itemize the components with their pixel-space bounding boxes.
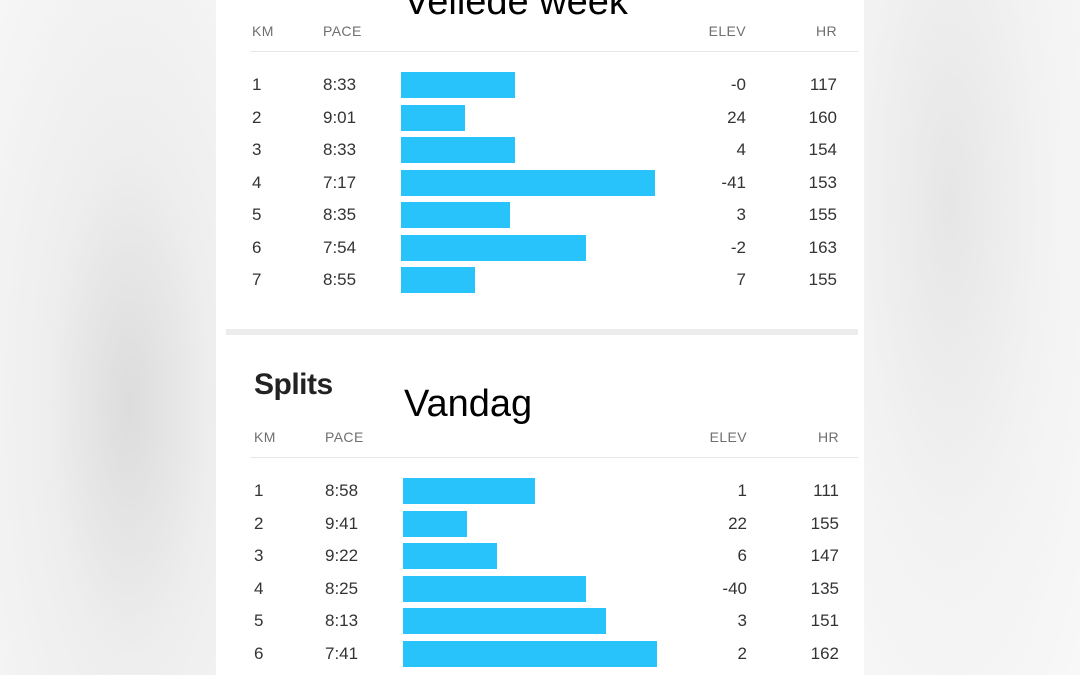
split-hr: 151 — [810, 611, 839, 630]
split-hr: 135 — [810, 578, 839, 598]
split-pace-bar — [403, 478, 535, 504]
split-pace-bar — [403, 575, 586, 602]
header-divider — [250, 51, 858, 52]
caption-last-week: Vellede week — [404, 0, 628, 23]
split-elev: 24 — [727, 107, 746, 127]
split-hr: 160 — [808, 107, 837, 127]
split-pace: 8:35 — [323, 205, 357, 224]
split-km: 5 — [252, 205, 262, 224]
split-pace: 8:13 — [325, 611, 359, 630]
split-pace-bar — [403, 543, 497, 569]
split-pace-bar — [401, 104, 465, 131]
split-pace-bar — [403, 608, 606, 634]
split-km: 4 — [252, 172, 262, 192]
split-elev: -2 — [730, 237, 746, 257]
split-elev: 7 — [736, 270, 746, 289]
split-elev: 3 — [736, 205, 746, 224]
split-pace: 8:25 — [325, 578, 359, 598]
split-km: 1 — [252, 75, 262, 94]
split-elev: 3 — [737, 611, 747, 630]
split-pace-bar — [401, 234, 586, 261]
header-hr: HR — [815, 23, 837, 39]
header-divider — [250, 457, 858, 458]
section-divider — [226, 329, 858, 335]
split-km: 3 — [254, 546, 264, 565]
split-pace: 7:17 — [323, 172, 357, 192]
split-hr: 147 — [810, 546, 839, 565]
split-elev: -41 — [721, 172, 746, 192]
split-elev: 22 — [728, 513, 747, 533]
split-km: 1 — [254, 481, 264, 500]
split-pace-bar — [401, 267, 475, 293]
split-hr: 163 — [808, 237, 837, 257]
header-pace: PACE — [325, 429, 364, 445]
split-km: 2 — [252, 107, 262, 127]
split-elev: -0 — [730, 75, 746, 94]
split-hr: 111 — [813, 481, 839, 500]
split-pace-bar — [403, 640, 657, 667]
split-hr: 155 — [810, 513, 839, 533]
splits-screen[interactable]: KM PACE ELEV HR 1 8:33 -0 117 2 9:01 24 160 3 8:3… — [216, 0, 864, 675]
split-pace: 8:33 — [323, 140, 357, 159]
splits-today: Splits KM PACE ELEV HR 1 8:58 1 111 2 9:41 22 1… — [216, 340, 864, 675]
split-pace: 9:22 — [325, 546, 359, 565]
header-elev: ELEV — [708, 23, 746, 39]
split-pace: 8:58 — [325, 481, 359, 500]
split-hr: 117 — [809, 75, 837, 94]
split-hr: 155 — [808, 205, 837, 224]
split-pace-bar — [401, 72, 515, 98]
caption-today: Vandag — [404, 383, 533, 425]
split-pace-bar — [401, 202, 510, 228]
background-right — [864, 0, 1080, 675]
split-pace-bar — [401, 137, 515, 163]
split-pace: 8:33 — [323, 75, 357, 94]
splits-last-week: KM PACE ELEV HR 1 8:33 -0 117 2 9:01 24 160 3 8:3… — [216, 0, 864, 330]
header-pace: PACE — [323, 23, 362, 39]
split-hr: 162 — [810, 643, 839, 663]
split-pace-bar — [401, 169, 655, 196]
header-hr: HR — [817, 429, 839, 445]
split-km: 6 — [252, 237, 262, 257]
header-elev: ELEV — [709, 429, 747, 445]
split-pace-bar — [403, 510, 467, 537]
split-pace: 8:55 — [323, 270, 357, 289]
split-hr: 154 — [808, 140, 837, 159]
split-km: 6 — [254, 643, 264, 663]
split-km: 7 — [252, 270, 262, 289]
split-elev: 4 — [736, 140, 746, 159]
split-hr: 155 — [808, 270, 837, 289]
split-elev: 2 — [737, 643, 747, 663]
split-elev: 6 — [737, 546, 747, 565]
split-pace: 7:54 — [323, 237, 357, 257]
split-pace: 9:01 — [323, 107, 357, 127]
split-elev: -40 — [722, 578, 747, 598]
split-km: 3 — [252, 140, 262, 159]
split-pace: 9:41 — [325, 513, 359, 533]
background-left — [0, 0, 216, 675]
split-hr: 153 — [808, 172, 837, 192]
section-title: Splits — [254, 368, 333, 401]
header-km: KM — [252, 23, 274, 39]
split-pace: 7:41 — [325, 643, 359, 663]
split-km: 2 — [254, 513, 264, 533]
split-elev: 1 — [737, 481, 747, 500]
header-km: KM — [254, 429, 276, 445]
split-km: 4 — [254, 578, 264, 598]
split-km: 5 — [254, 611, 264, 630]
